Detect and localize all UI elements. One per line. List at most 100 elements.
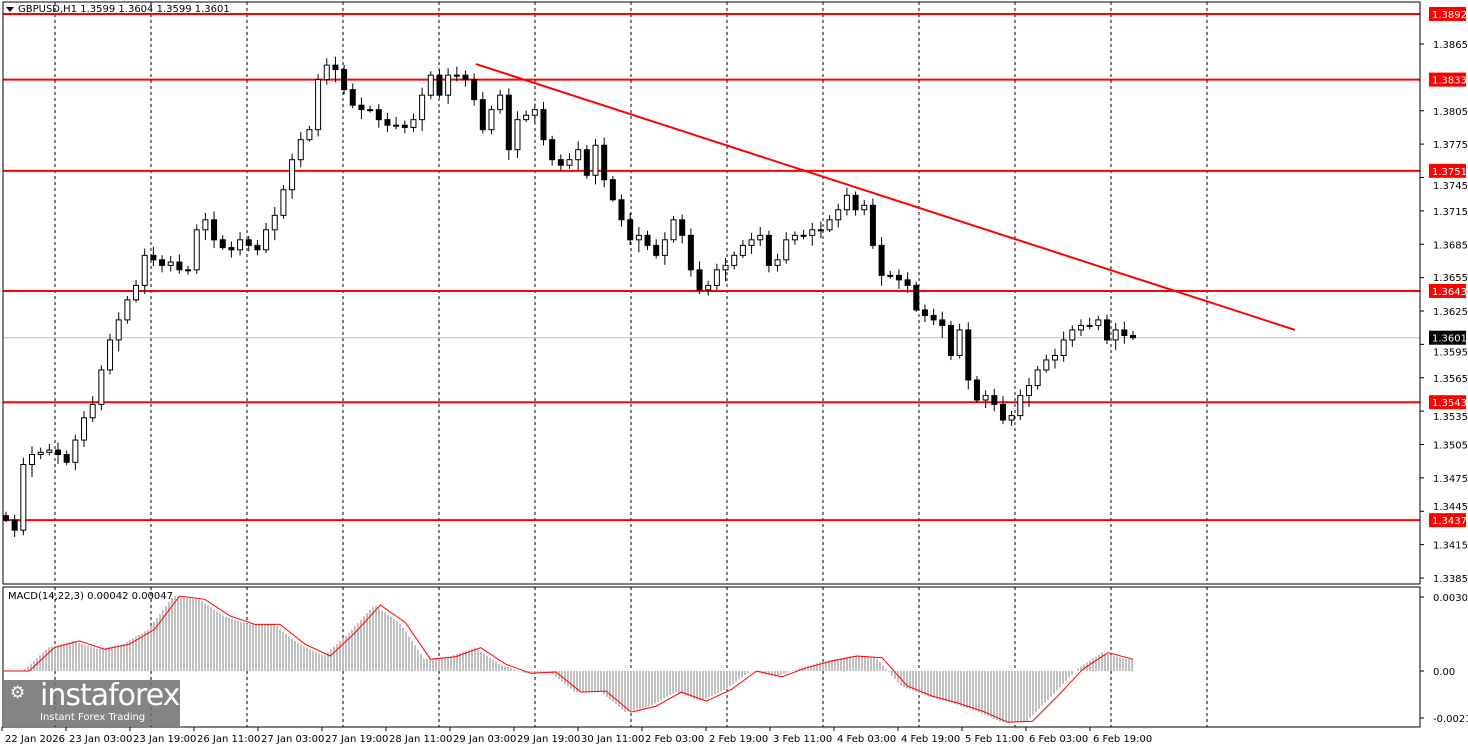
bullish-candle [1017,395,1024,417]
price-tick-label: 1.3655 [1433,273,1468,284]
bullish-candle [835,209,842,221]
bearish-candle [947,324,954,356]
bearish-candle [1130,334,1136,339]
bearish-candle [991,395,998,405]
bullish-candle [193,229,200,271]
bearish-candle [384,119,391,126]
symbol-header: GBPUSD,H1 1.3599 1.3604 1.3599 1.3601 [6,4,230,15]
level-price-badge [1429,283,1466,298]
bearish-candle [687,234,694,271]
macd-header: MACD(14,22,3) 0.00042 0.00047 [8,591,174,602]
bullish-candle [271,214,278,231]
time-tick-label: 27 Jan 19:00 [325,734,388,745]
bearish-candle [999,403,1006,421]
price-tick-label: 1.3475 [1433,474,1468,485]
candlesticks [3,56,1136,537]
time-tick-label: 28 Jan 11:00 [389,734,452,745]
bullish-candle [731,254,738,266]
bullish-candle [497,94,504,111]
bearish-candle [375,109,382,121]
bearish-candle [930,314,937,321]
bullish-candle [739,244,746,256]
bearish-candle [913,284,920,311]
level-price-badge [1429,163,1466,178]
level-price-badge [1429,395,1466,410]
bullish-candle [843,194,850,211]
time-tick-label: 6 Feb 19:00 [1093,734,1152,745]
price-tick-label: 1.3745 [1433,181,1468,192]
bullish-candle [263,229,270,251]
bearish-candle [436,74,443,96]
bearish-candle [895,274,902,281]
time-tick-label: 3 Feb 11:00 [773,734,832,745]
symbol-info: GBPUSD,H1 1.3599 1.3604 1.3599 1.3601 [18,4,230,15]
bearish-candle [55,449,62,456]
bullish-candle [783,239,790,261]
bearish-candle [939,319,946,326]
bearish-candle [540,109,547,141]
price-tick-label: 1.3805 [1433,107,1468,118]
level-price-badge [1429,72,1466,87]
bullish-candle [1077,324,1084,331]
gear-logo-icon: ⚙ [10,683,26,703]
level-price-label: 1.3437 [1432,516,1467,527]
time-tick-label: 2 Feb 19:00 [709,734,768,745]
time-tick-label: 4 Feb 19:00 [901,734,960,745]
bearish-candle [601,144,608,181]
trendline[interactable] [475,63,1296,331]
bearish-candle [358,104,365,111]
bullish-candle [1043,359,1050,371]
bullish-candle [202,219,209,231]
current-price-badge [1429,330,1466,345]
bearish-candle [921,309,928,316]
price-tick-label: 1.3505 [1433,441,1468,452]
bearish-candle [176,261,183,271]
price-tick-label: 1.3385 [1433,574,1468,585]
time-tick-label: 23 Jan 19:00 [133,734,196,745]
bearish-candle [228,247,235,251]
current-price-label: 1.3601 [1432,334,1467,345]
bullish-candle [1095,319,1102,326]
time-tick-label: 26 Jan 11:00 [197,734,260,745]
bullish-candle [817,229,824,232]
bullish-candle [748,239,755,246]
bearish-candle [869,204,876,246]
bearish-candle [471,79,478,101]
bullish-candle [410,119,417,128]
bearish-candle [557,159,564,166]
bullish-candle [297,139,304,161]
bearish-candle [349,89,356,106]
watermark-brand: instaforex [40,678,180,713]
bullish-candle [566,159,573,166]
bullish-candle [800,234,807,237]
bullish-candle [185,269,192,272]
time-tick-label: 2 Feb 03:00 [645,734,704,745]
bullish-candle [29,454,36,466]
grid-lines [54,2,1208,727]
bearish-candle [965,329,972,381]
bullish-candle [306,129,313,141]
bullish-candle [514,119,521,151]
bearish-candle [3,515,9,521]
bullish-candle [20,464,27,531]
bearish-candle [583,149,590,176]
price-tick-label: 1.3775 [1433,140,1468,151]
level-price-label: 1.3543 [1432,398,1467,409]
macd-tick-label: 0.00 [1433,667,1455,678]
bullish-candle [46,449,53,453]
bullish-candle [1034,369,1041,387]
bearish-candle [679,219,686,236]
time-tick-label: 22 Jan 2026 [5,734,65,745]
time-tick-label: 29 Jan 19:00 [517,734,580,745]
bearish-candle [254,244,261,251]
level-price-label: 1.3643 [1432,287,1467,298]
dropdown-triangle-icon[interactable] [6,6,14,12]
level-price-badge [1429,6,1466,21]
bearish-candle [462,74,469,81]
bullish-candle [705,284,712,291]
bearish-candle [505,94,512,151]
bullish-candle [791,234,798,241]
bullish-candle [89,403,96,419]
bearish-candle [211,219,218,241]
watermark-tagline: Instant Forex Trading [40,712,146,723]
